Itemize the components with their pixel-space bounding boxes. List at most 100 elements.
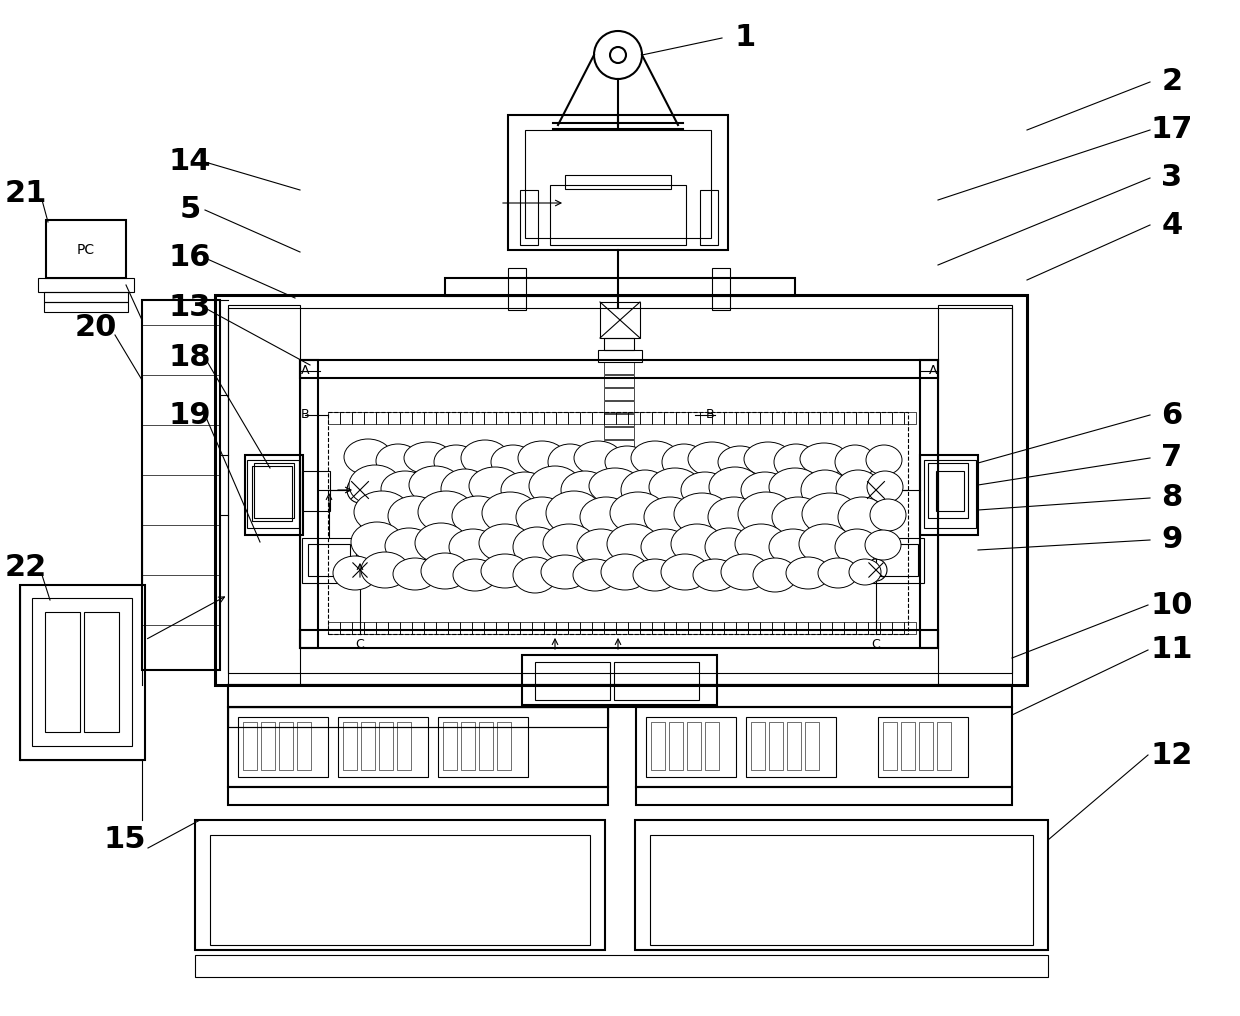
Ellipse shape <box>529 466 582 506</box>
Bar <box>651 722 665 770</box>
Bar <box>936 471 963 511</box>
Bar <box>20 585 145 760</box>
Bar <box>832 412 844 424</box>
Bar <box>737 412 748 424</box>
Bar <box>520 412 532 424</box>
Ellipse shape <box>376 444 420 478</box>
Bar <box>920 455 978 535</box>
Bar <box>340 622 352 634</box>
Bar <box>640 622 652 634</box>
Ellipse shape <box>434 445 477 479</box>
Bar <box>401 622 412 634</box>
Bar <box>195 820 605 950</box>
Ellipse shape <box>744 442 792 477</box>
Ellipse shape <box>735 524 787 564</box>
Bar <box>43 292 128 302</box>
Bar <box>551 185 686 245</box>
Ellipse shape <box>491 445 534 479</box>
Text: 7: 7 <box>1162 444 1183 472</box>
Bar <box>796 622 808 634</box>
Bar <box>300 360 937 378</box>
Bar <box>924 460 976 528</box>
Bar <box>424 412 436 424</box>
Bar <box>784 412 796 424</box>
Bar <box>892 622 904 634</box>
Ellipse shape <box>348 465 401 505</box>
Bar <box>247 460 299 528</box>
Bar <box>820 622 832 634</box>
Bar <box>484 622 496 634</box>
Bar <box>143 300 219 670</box>
Bar <box>636 787 1012 805</box>
Ellipse shape <box>384 528 433 564</box>
Ellipse shape <box>632 559 677 591</box>
Ellipse shape <box>479 524 531 562</box>
Bar <box>436 622 448 634</box>
Bar <box>580 622 591 634</box>
Bar <box>279 722 293 770</box>
Bar <box>616 622 627 634</box>
Bar <box>448 622 460 634</box>
Bar <box>670 722 683 770</box>
Text: 16: 16 <box>169 244 211 272</box>
Ellipse shape <box>513 557 557 593</box>
Bar <box>604 362 634 374</box>
Text: 9: 9 <box>1162 525 1183 555</box>
Ellipse shape <box>580 497 632 537</box>
Bar <box>616 412 627 424</box>
Bar <box>650 835 1033 945</box>
Ellipse shape <box>388 496 440 536</box>
Bar <box>773 622 784 634</box>
Ellipse shape <box>709 467 761 507</box>
Bar <box>598 480 642 492</box>
Bar <box>461 722 475 770</box>
Bar <box>724 622 737 634</box>
Text: C: C <box>872 638 880 651</box>
Bar <box>228 308 1012 673</box>
Text: 17: 17 <box>1151 116 1193 144</box>
Bar <box>38 278 134 292</box>
Ellipse shape <box>738 492 794 536</box>
Ellipse shape <box>518 441 565 475</box>
Bar <box>84 612 119 732</box>
Ellipse shape <box>799 524 851 564</box>
Ellipse shape <box>404 442 453 474</box>
Ellipse shape <box>661 554 709 590</box>
Ellipse shape <box>381 471 429 507</box>
Bar <box>604 466 634 478</box>
Text: A: A <box>301 365 309 378</box>
Ellipse shape <box>720 554 769 590</box>
Text: B: B <box>706 408 714 422</box>
Ellipse shape <box>351 522 403 562</box>
Ellipse shape <box>610 492 666 534</box>
Ellipse shape <box>681 472 729 508</box>
Bar <box>544 622 556 634</box>
Ellipse shape <box>671 524 723 564</box>
Text: 21: 21 <box>5 179 47 207</box>
Bar <box>751 722 765 770</box>
Bar <box>604 412 616 424</box>
Bar <box>640 412 652 424</box>
Bar <box>460 412 472 424</box>
Bar <box>676 622 688 634</box>
Bar <box>534 662 610 700</box>
Bar <box>627 412 640 424</box>
Ellipse shape <box>753 558 797 592</box>
Bar <box>901 722 915 770</box>
Bar <box>479 722 494 770</box>
Ellipse shape <box>605 446 649 478</box>
Bar <box>522 655 717 705</box>
Bar <box>937 305 1012 685</box>
Ellipse shape <box>849 559 880 585</box>
Ellipse shape <box>718 446 763 478</box>
Bar <box>388 622 401 634</box>
Bar <box>676 412 688 424</box>
Bar <box>604 401 634 412</box>
Bar <box>228 787 608 805</box>
Bar <box>646 717 737 777</box>
Text: B: B <box>300 408 309 422</box>
Ellipse shape <box>461 440 508 477</box>
Bar <box>805 722 818 770</box>
Text: C: C <box>356 638 365 651</box>
Bar <box>635 820 1048 950</box>
